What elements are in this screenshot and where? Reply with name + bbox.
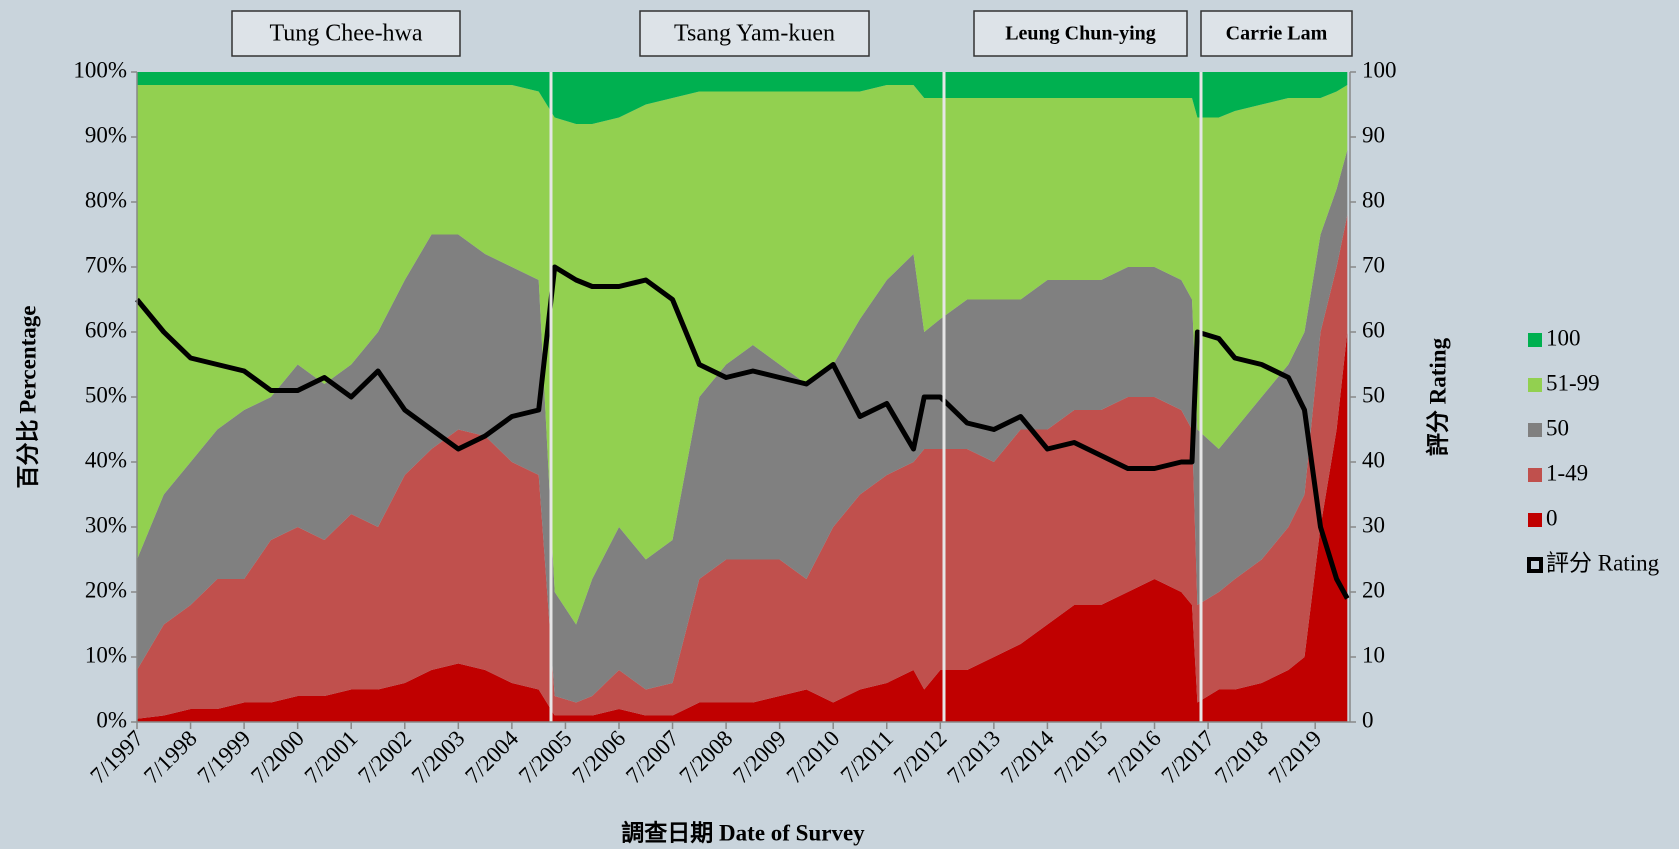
y-tick-label: 0%: [96, 707, 127, 732]
y-tick-label: 90%: [85, 122, 127, 147]
legend-label: 0: [1546, 505, 1558, 530]
y-tick-label: 50%: [85, 382, 127, 407]
legend-label: 1-49: [1546, 460, 1588, 485]
y2-tick-label: 50: [1362, 382, 1385, 407]
y-tick-label: 80%: [85, 187, 127, 212]
y2-tick-label: 100: [1362, 57, 1397, 82]
y-tick-label: 30%: [85, 512, 127, 537]
legend-swatch: [1527, 557, 1543, 573]
y2-tick-label: 30: [1362, 512, 1385, 537]
legend-label: 100: [1546, 325, 1581, 350]
area: [137, 85, 1348, 625]
y-tick-label: 100%: [73, 57, 127, 82]
legend-swatch: [1528, 468, 1542, 482]
legend-label: 51-99: [1546, 370, 1600, 395]
y-tick-label: 10%: [85, 642, 127, 667]
y2-tick-label: 10: [1362, 642, 1385, 667]
legend-swatch: [1528, 513, 1542, 527]
y2-tick-label: 0: [1362, 707, 1374, 732]
y2-tick-label: 70: [1362, 252, 1385, 277]
term-box: [973, 10, 1188, 57]
legend-label: 50: [1546, 415, 1569, 440]
y2-tick-label: 80: [1362, 187, 1385, 212]
y-tick-label: 20%: [85, 577, 127, 602]
y2-tick-label: 40: [1362, 447, 1385, 472]
y-tick-label: 70%: [85, 252, 127, 277]
term-box: [1200, 10, 1353, 57]
area: [137, 215, 1348, 719]
y-tick-label: 60%: [85, 317, 127, 342]
y2-axis-title: 評分 Rating: [1424, 337, 1450, 456]
term-label: Tsang Yam-kuen: [674, 21, 835, 47]
term-label: Leung Chun-ying: [1005, 23, 1156, 45]
y-tick-label: 40%: [85, 447, 127, 472]
legend-swatch: [1528, 423, 1542, 437]
area: [137, 72, 1348, 124]
rating-line: [135, 264, 1350, 600]
legend-label: 評分 Rating: [1546, 550, 1660, 575]
term-label: Carrie Lam: [1226, 23, 1328, 45]
term-label: Tung Chee-hwa: [269, 21, 422, 47]
y2-tick-label: 20: [1362, 577, 1385, 602]
area: [137, 150, 1348, 703]
x-axis-title: 調查日期 Date of Survey: [621, 819, 865, 845]
term-box: [639, 10, 870, 57]
term-box: [231, 10, 461, 57]
legend-swatch: [1528, 333, 1542, 347]
y2-tick-label: 60: [1362, 317, 1385, 342]
y-axis-title: 百分比 Percentage: [15, 306, 40, 489]
legend-swatch: [1528, 378, 1542, 392]
y2-tick-label: 90: [1362, 122, 1385, 147]
